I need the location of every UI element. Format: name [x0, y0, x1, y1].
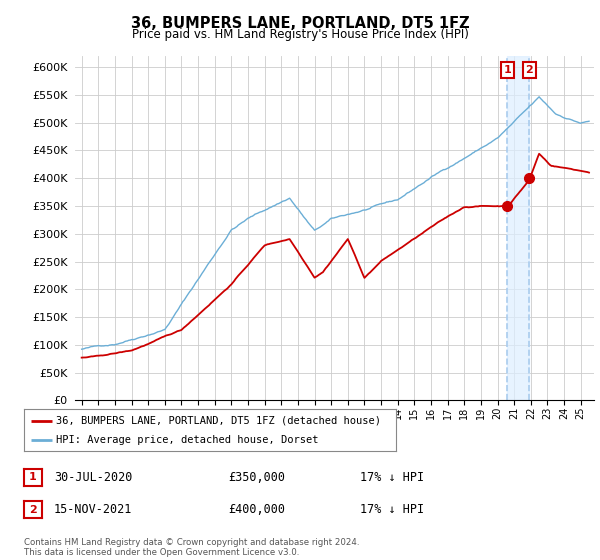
Text: 1: 1 [503, 65, 511, 75]
Text: Price paid vs. HM Land Registry's House Price Index (HPI): Price paid vs. HM Land Registry's House … [131, 28, 469, 41]
Text: 30-JUL-2020: 30-JUL-2020 [54, 470, 133, 484]
Text: 1: 1 [29, 472, 37, 482]
Text: 15-NOV-2021: 15-NOV-2021 [54, 503, 133, 516]
Text: 17% ↓ HPI: 17% ↓ HPI [360, 470, 424, 484]
Text: 2: 2 [526, 65, 533, 75]
Text: 36, BUMPERS LANE, PORTLAND, DT5 1FZ: 36, BUMPERS LANE, PORTLAND, DT5 1FZ [131, 16, 469, 31]
Text: Contains HM Land Registry data © Crown copyright and database right 2024.
This d: Contains HM Land Registry data © Crown c… [24, 538, 359, 557]
Text: 36, BUMPERS LANE, PORTLAND, DT5 1FZ (detached house): 36, BUMPERS LANE, PORTLAND, DT5 1FZ (det… [56, 416, 380, 426]
Text: £400,000: £400,000 [228, 503, 285, 516]
Text: 17% ↓ HPI: 17% ↓ HPI [360, 503, 424, 516]
Bar [507, 56, 529, 400]
Text: HPI: Average price, detached house, Dorset: HPI: Average price, detached house, Dors… [56, 435, 318, 445]
Text: 2: 2 [29, 505, 37, 515]
Text: £350,000: £350,000 [228, 470, 285, 484]
